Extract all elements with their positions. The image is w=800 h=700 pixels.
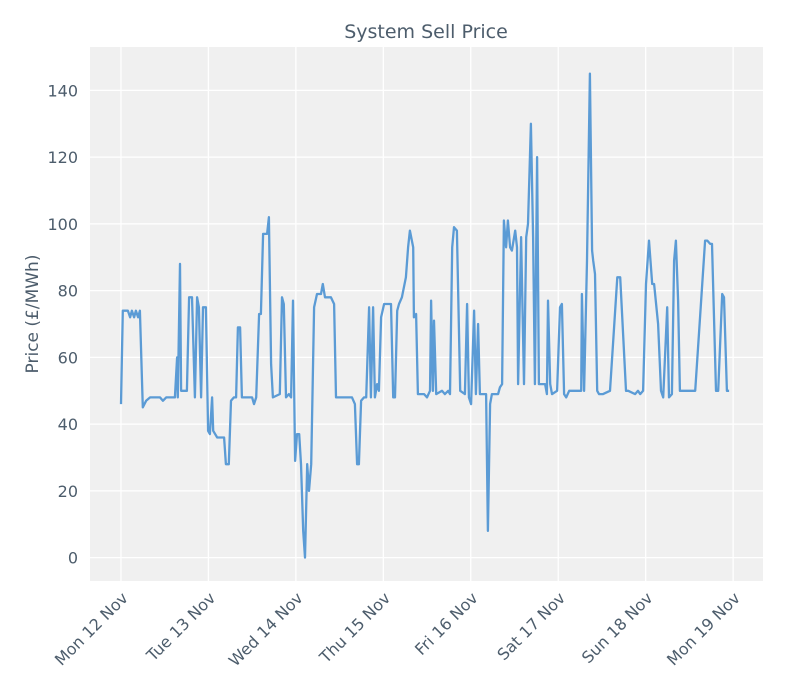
y-tick-label: 0 bbox=[68, 549, 78, 568]
x-tick-label: Mon 12 Nov bbox=[51, 588, 132, 669]
chart-title: System Sell Price bbox=[344, 21, 508, 43]
y-tick-label: 120 bbox=[47, 148, 78, 167]
y-tick-label: 80 bbox=[58, 282, 78, 301]
y-tick-label: 20 bbox=[58, 482, 78, 501]
plot-area bbox=[90, 47, 763, 581]
y-tick-label: 40 bbox=[58, 415, 78, 434]
y-tick-label: 140 bbox=[47, 81, 78, 100]
y-tick-label: 60 bbox=[58, 348, 78, 367]
x-tick-label: Wed 14 Nov bbox=[225, 588, 307, 670]
x-tick-label: Mon 19 Nov bbox=[663, 588, 744, 669]
x-tick-label: Sat 17 Nov bbox=[493, 588, 569, 664]
x-tick-label: Fri 16 Nov bbox=[411, 588, 482, 659]
x-tick-label: Thu 15 Nov bbox=[315, 588, 394, 667]
x-tick-label: Sun 18 Nov bbox=[578, 588, 657, 667]
y-tick-label: 100 bbox=[47, 215, 78, 234]
line bbox=[119, 72, 730, 559]
x-tick-label: Tue 13 Nov bbox=[142, 588, 219, 665]
y-axis-label: Price (£/MWh) bbox=[23, 255, 43, 374]
